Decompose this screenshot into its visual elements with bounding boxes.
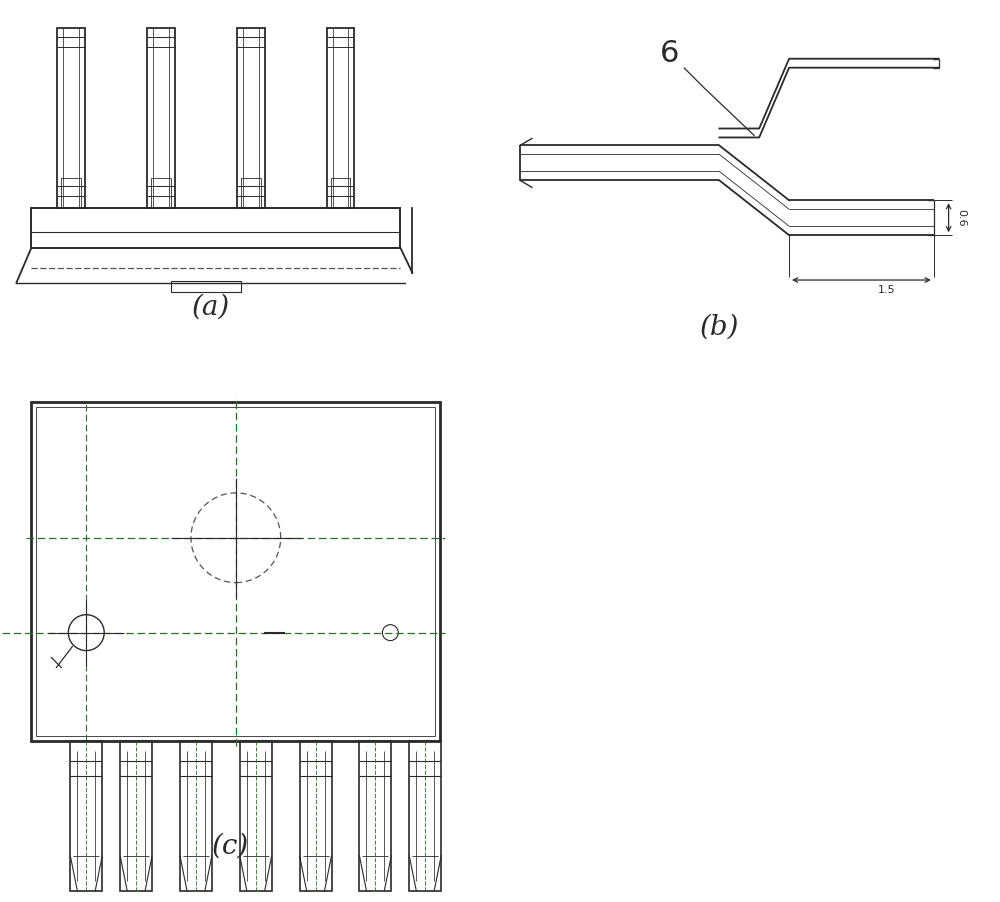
Text: 1.5: 1.5 [877,285,895,295]
Text: (c): (c) [212,833,249,860]
Text: (a): (a) [192,294,230,321]
Text: 6: 6 [660,39,679,68]
Text: 0.6: 0.6 [957,209,967,226]
Text: (b): (b) [700,314,739,341]
